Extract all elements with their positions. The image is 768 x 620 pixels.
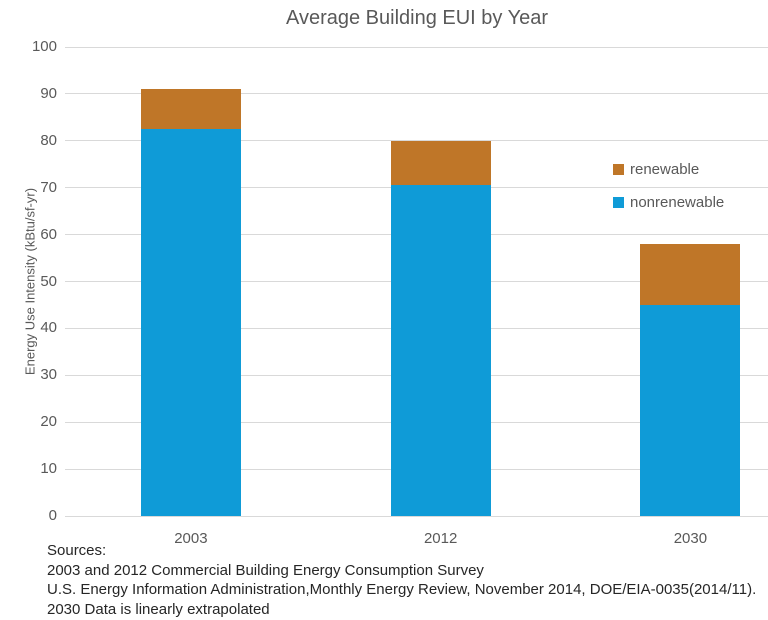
legend-label: renewable: [630, 160, 700, 178]
y-tick-label: 10: [40, 460, 57, 478]
gridline: [65, 46, 768, 48]
bar-segment-nonrenewable-2012: [390, 185, 491, 516]
x-tick-label: 2003: [174, 530, 208, 547]
source-line: Sources:: [47, 542, 107, 559]
legend-label: nonrenewable: [630, 193, 725, 211]
source-line: U.S. Energy Information Administration,M…: [47, 581, 757, 598]
y-tick-label: 80: [40, 131, 57, 149]
gridline: [65, 515, 768, 517]
bar-segment-nonrenewable-2003: [140, 129, 241, 516]
source-line: 2030 Data is linearly extrapolated: [47, 600, 270, 618]
y-tick-label: 90: [40, 84, 57, 102]
y-tick-label: 70: [40, 178, 57, 196]
y-tick-label: 60: [40, 225, 57, 243]
bar-segment-renewable-2012: [390, 140, 491, 186]
y-tick-label: 20: [40, 413, 57, 431]
source-line: 2003 and 2012 Commercial Building Energy…: [47, 561, 484, 579]
chart-title: Average Building EUI by Year: [285, 7, 549, 29]
x-tick-label: 2012: [423, 530, 458, 547]
nonrenewable-swatch-icon: [613, 196, 624, 208]
y-tick-label: 100: [31, 38, 57, 55]
bar-segment-renewable-2030: [640, 243, 741, 305]
y-tick-label: 0: [48, 507, 57, 524]
bar-segment-nonrenewable-2030: [640, 304, 741, 516]
source-notes: Sources: 2003 and 2012 Commercial Buildin…: [47, 541, 756, 619]
renewable-swatch-icon: [613, 163, 624, 175]
x-tick-label: 2030: [673, 530, 708, 547]
y-tick-label: 40: [40, 319, 57, 337]
y-tick-label: 30: [40, 366, 57, 384]
gridline: [65, 93, 768, 95]
legend-item-renewable: renewable: [613, 159, 724, 179]
legend: renewable nonrenewable: [613, 159, 724, 225]
legend-item-nonrenewable: nonrenewable: [613, 192, 724, 212]
y-tick-label: 50: [40, 272, 57, 290]
bar-segment-renewable-2003: [140, 89, 241, 130]
